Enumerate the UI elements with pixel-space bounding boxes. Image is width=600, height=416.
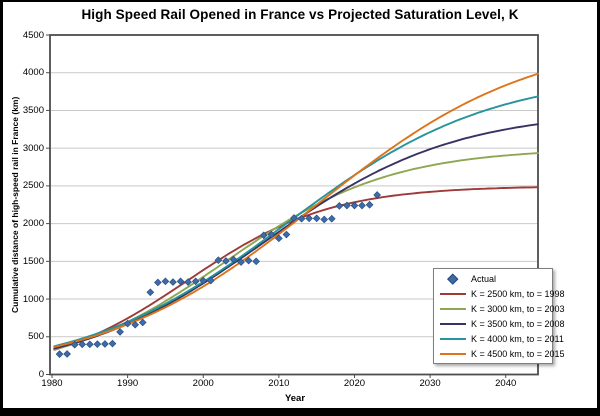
actual-data-point	[70, 340, 79, 349]
legend-label: K = 3000 km, to = 2003	[471, 303, 565, 314]
actual-data-point	[191, 277, 200, 286]
legend-item: K = 4500 km, to = 2015	[438, 346, 565, 361]
actual-data-point	[78, 340, 87, 349]
y-tick-label: 4000	[22, 67, 44, 79]
legend-item: K = 2500 km, to = 1998	[438, 286, 565, 301]
y-tick-label: 500	[28, 331, 44, 343]
actual-data-point	[327, 214, 336, 223]
x-tick-label: 1980	[41, 378, 63, 389]
actual-data-point	[290, 214, 298, 222]
x-axis-title: Year	[284, 393, 306, 404]
legend-label: K = 2500 km, to = 1998	[471, 288, 565, 299]
actual-data-point	[206, 276, 215, 285]
legend-item: K = 3000 km, to = 2003	[438, 301, 565, 316]
actual-data-point	[373, 191, 381, 199]
actual-data-point	[214, 256, 223, 265]
actual-data-point	[123, 319, 132, 328]
projection-curve	[53, 95, 539, 348]
y-axis-title: Cumulative distance of high-speed rail i…	[10, 96, 20, 314]
legend-label: K = 4500 km, to = 2015	[471, 348, 565, 359]
actual-data-point	[154, 278, 162, 287]
legend: Actual K = 2500 km, to = 1998 K = 3000 km,…	[433, 268, 565, 364]
actual-data-point	[350, 201, 359, 210]
y-tick-label: 1000	[22, 293, 44, 305]
actual-data-point	[282, 230, 291, 239]
actual-data-point	[267, 230, 276, 239]
actual-data-point	[237, 258, 245, 266]
actual-data-point	[252, 257, 260, 266]
x-tick-label: 2020	[343, 378, 366, 389]
diamond-marker-icon	[447, 273, 459, 284]
y-tick-label: 3000	[22, 142, 44, 154]
actual-data-point	[116, 328, 124, 336]
line-marker-icon	[440, 307, 466, 310]
actual-data-point	[101, 340, 109, 348]
actual-data-point	[184, 278, 192, 286]
actual-data-point	[176, 277, 185, 286]
actual-data-point	[259, 231, 268, 240]
actual-data-point	[358, 201, 366, 210]
legend-label: K = 3500 km, to = 2008	[471, 318, 565, 329]
legend-label: K = 4000 km, to = 2011	[471, 333, 564, 344]
x-tick-label: 2000	[192, 378, 214, 389]
x-tick-label: 2040	[495, 378, 517, 389]
actual-data-point	[93, 340, 102, 348]
actual-data-point	[312, 214, 321, 223]
actual-data-point	[161, 277, 170, 286]
chart-title: High Speed Rail Opened in France vs Proj…	[81, 7, 519, 22]
actual-data-point	[85, 340, 94, 349]
actual-data-point	[275, 234, 283, 243]
actual-data-point	[297, 214, 306, 223]
legend-item: K = 3500 km, to = 2008	[438, 316, 565, 331]
legend-item: K = 4000 km, to = 2011	[438, 331, 564, 346]
actual-data-point	[229, 255, 238, 264]
actual-data-point	[335, 202, 344, 210]
y-tick-label: 4500	[22, 29, 44, 41]
legend-label: Actual	[471, 273, 497, 284]
line-marker-icon	[440, 292, 466, 295]
y-tick-label: 2000	[22, 218, 44, 230]
actual-data-point	[244, 256, 253, 265]
actual-data-point	[146, 288, 155, 297]
actual-data-point	[320, 215, 329, 224]
plot-frame	[49, 34, 539, 376]
line-marker-icon	[440, 352, 466, 355]
actual-data-point	[222, 257, 230, 265]
x-tick-label: 1990	[117, 378, 139, 389]
actual-data-point	[138, 318, 147, 327]
actual-data-point	[365, 200, 374, 209]
y-tick-label: 0	[38, 369, 44, 380]
y-tick-label: 3500	[22, 104, 44, 116]
line-marker-icon	[440, 337, 466, 340]
actual-data-point	[55, 350, 64, 358]
y-tick-label: 2500	[22, 180, 44, 192]
actual-data-point	[108, 339, 117, 348]
x-tick-label: 2010	[268, 378, 290, 389]
actual-data-point	[63, 350, 71, 358]
actual-data-point	[199, 276, 208, 285]
x-tick-label: 2030	[419, 378, 441, 389]
actual-data-point	[131, 320, 140, 329]
line-marker-icon	[440, 322, 466, 325]
legend-item: Actual	[438, 271, 552, 286]
actual-data-point	[169, 278, 177, 286]
actual-data-point	[343, 201, 351, 210]
actual-data-point	[305, 214, 313, 223]
y-tick-label: 1500	[22, 255, 44, 267]
